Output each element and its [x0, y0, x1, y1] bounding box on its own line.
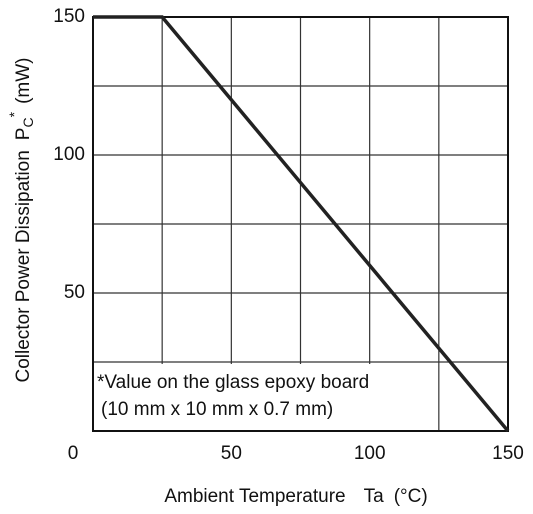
- y-tick-label: 100: [53, 144, 85, 165]
- y-label-text: Collector Power Dissipation: [13, 150, 34, 382]
- x-tick-label: 50: [221, 443, 242, 464]
- x-label-symbol: Ta: [364, 486, 385, 507]
- data-line: [93, 15, 510, 433]
- y-label-sub: C: [20, 117, 36, 127]
- y-tick-label: 150: [53, 6, 85, 27]
- y-tick-label: 50: [64, 282, 85, 303]
- y-axis-label: Collector Power Dissipation PC* (mW): [6, 57, 36, 382]
- plot-frame: [92, 16, 509, 432]
- y-label-symbol: P: [13, 127, 34, 140]
- annotation: *Value on the glass epoxy board: [97, 372, 369, 393]
- y-label-unit: (mW): [13, 57, 34, 103]
- annotation-box: [94, 364, 406, 430]
- x-tick-label: 150: [492, 443, 524, 464]
- x-tick-label: 100: [354, 443, 386, 464]
- x-tick-label: 0: [68, 443, 79, 464]
- x-axis-label: Ambient Temperature Ta (°C): [164, 486, 427, 507]
- y-label-sup: *: [6, 111, 22, 117]
- x-label-text: Ambient Temperature: [164, 486, 345, 507]
- annotation: (10 mm x 10 mm x 0.7 mm): [101, 399, 333, 420]
- x-label-unit: (°C): [394, 486, 428, 507]
